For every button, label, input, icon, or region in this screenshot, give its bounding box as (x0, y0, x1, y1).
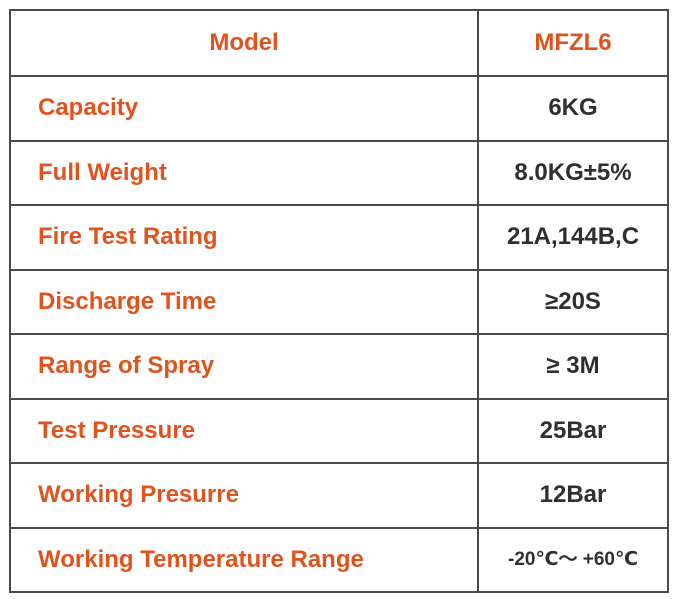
table-header-row: Model MFZL6 (9, 9, 669, 77)
row-label-fire-test-rating: Fire Test Rating (9, 204, 479, 271)
header-value: MFZL6 (477, 9, 669, 77)
table-row: Fire Test Rating 21A,144B,C (9, 204, 669, 271)
table-row: Working Temperature Range -20℃～ +60℃ (9, 526, 669, 593)
row-label-range-of-spray: Range of Spray (9, 333, 479, 400)
table-row: Discharge Time ≥20S (9, 268, 669, 335)
table-row: Test Pressure 25Bar (9, 397, 669, 464)
header-label: Model (9, 9, 479, 77)
row-value-fire-test-rating: 21A,144B,C (477, 204, 669, 271)
row-label-full-weight: Full Weight (9, 139, 479, 206)
spec-table: Model MFZL6 Capacity 6KG Full Weight 8.0… (9, 9, 669, 593)
row-value-capacity: 6KG (477, 75, 669, 142)
row-value-range-of-spray: ≥ 3M (477, 333, 669, 400)
row-label-test-pressure: Test Pressure (9, 397, 479, 464)
row-value-working-temperature-range: -20℃～ +60℃ (477, 526, 669, 593)
row-label-working-pressure: Working Presurre (9, 462, 479, 529)
table-row: Full Weight 8.0KG±5% (9, 139, 669, 206)
table-row: Range of Spray ≥ 3M (9, 333, 669, 400)
table-row: Working Presurre 12Bar (9, 462, 669, 529)
row-label-discharge-time: Discharge Time (9, 268, 479, 335)
row-label-capacity: Capacity (9, 75, 479, 142)
row-value-full-weight: 8.0KG±5% (477, 139, 669, 206)
row-value-test-pressure: 25Bar (477, 397, 669, 464)
table-row: Capacity 6KG (9, 75, 669, 142)
row-label-working-temperature-range: Working Temperature Range (9, 526, 479, 593)
row-value-discharge-time: ≥20S (477, 268, 669, 335)
row-value-working-pressure: 12Bar (477, 462, 669, 529)
